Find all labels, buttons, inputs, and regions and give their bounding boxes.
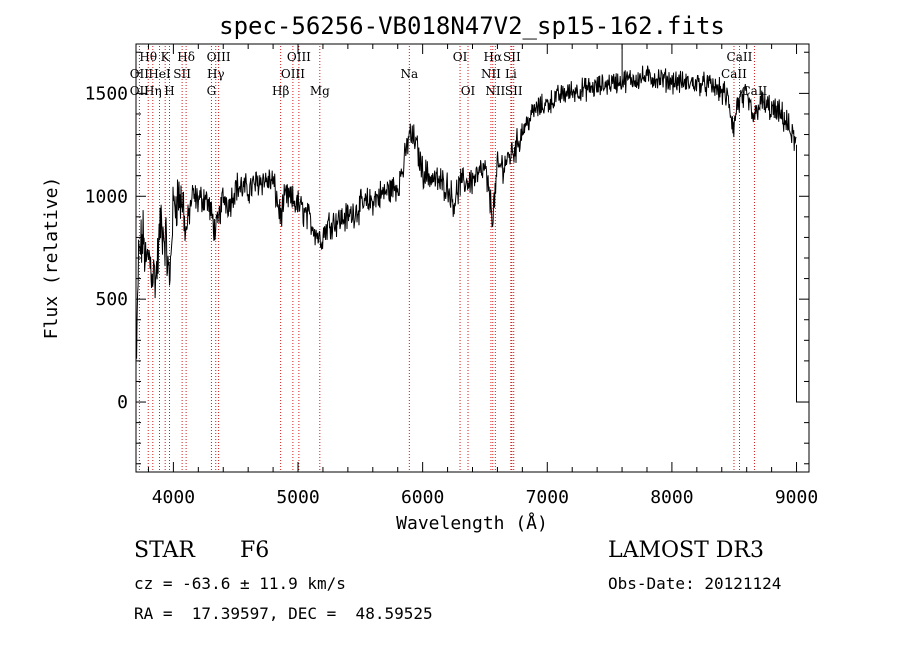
spectral-line-label: Hη [144, 84, 162, 98]
spectral-line-label: OIII [287, 50, 311, 64]
spectral-line-label: SII [503, 50, 521, 64]
y-tick-label: 1500 [85, 83, 128, 104]
x-axis-ticks: 4000 5000 6000 7000 8000 9000 [147, 44, 818, 508]
survey-name: LAMOST DR3 [608, 538, 764, 563]
chart-title: spec-56256-VB018N47V2_sp15-162.fits [219, 12, 725, 40]
spectral-line-label: H [164, 84, 174, 98]
spectral-line-label: NII [485, 84, 505, 98]
y-axis-ticks: 0 500 1000 1500 [85, 51, 809, 465]
spectral-line-label: Mg [310, 84, 330, 98]
spectral-line-label: SII [173, 67, 191, 81]
y-tick-label: 1000 [85, 186, 128, 207]
spectral-line-label: OII [130, 84, 150, 98]
plot-frame [135, 43, 810, 473]
y-axis-label: Flux (relative) [41, 177, 62, 340]
spectral-line-label: SII [505, 84, 523, 98]
spectral-line-label: Na [400, 67, 418, 81]
spectral-line-label: Hα [484, 50, 503, 64]
spectral-line-label: OIII [281, 67, 305, 81]
x-tick-label: 7000 [526, 487, 569, 508]
spectral-line-markers [138, 46, 755, 472]
spectral-line-label: Hδ [177, 50, 195, 64]
object-class: STAR [134, 538, 195, 563]
x-tick-label: 9000 [775, 487, 818, 508]
coordinates: RA = 17.39597, DEC = 48.59525 [134, 604, 433, 623]
x-tick-label: 8000 [650, 487, 693, 508]
spectral-line-label: CaII [727, 50, 753, 64]
spectral-line-label: HeI [148, 67, 171, 81]
spectral-line-label: Hβ [272, 84, 289, 98]
spectral-line-label: Hθ [139, 50, 157, 64]
redshift-cz: cz = -63.6 ± 11.9 km/s [134, 574, 346, 593]
spectral-line-label: G [207, 84, 217, 98]
y-tick-label: 0 [117, 392, 128, 413]
observation-date: Obs-Date: 20121124 [608, 574, 782, 593]
spectral-line-label: NII [481, 67, 501, 81]
spectral-line-label: OII [130, 67, 150, 81]
spectral-line-label: Hγ [207, 67, 225, 81]
object-subclass: F6 [240, 538, 270, 563]
x-tick-label: 4000 [152, 487, 195, 508]
x-tick-label: 5000 [276, 487, 319, 508]
y-tick-label: 500 [95, 289, 128, 310]
spectral-line-label: OI [461, 84, 476, 98]
x-axis-label: Wavelength (Å) [396, 512, 548, 534]
spectral-line-label: Li [505, 67, 517, 81]
x-tick-label: 6000 [401, 487, 444, 508]
spectral-line-label: OI [453, 50, 468, 64]
spectral-line-label: CaII [721, 67, 747, 81]
spectral-line-label: OIII [207, 50, 231, 64]
spectral-line-label: K [161, 50, 171, 64]
